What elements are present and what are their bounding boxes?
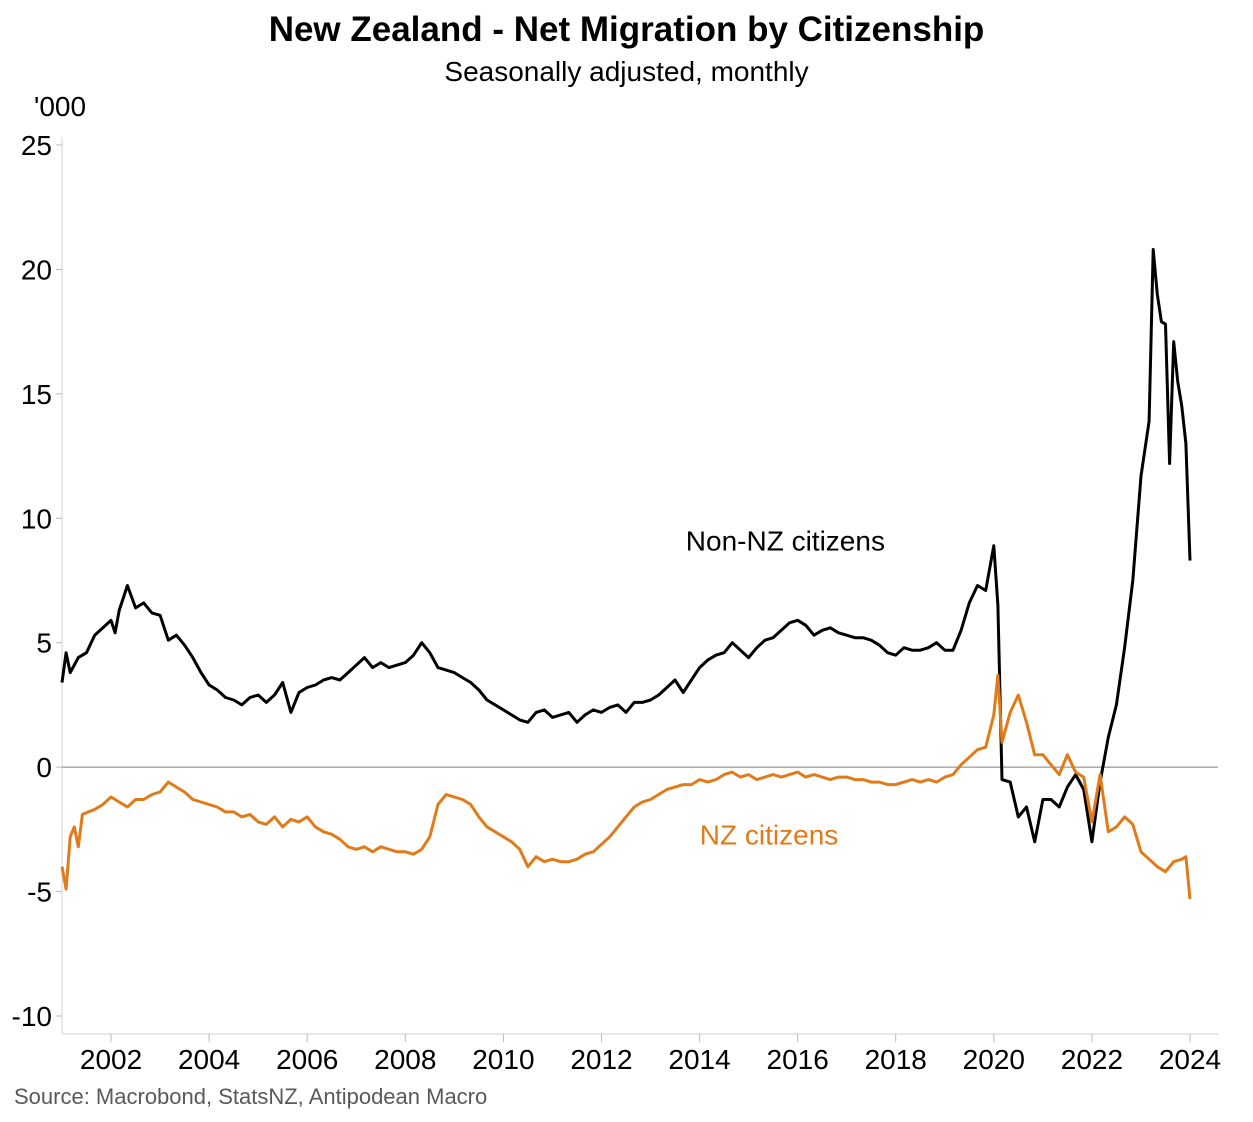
x-tick-label: 2018 [865, 1044, 927, 1075]
y-tick-label: 20 [21, 254, 52, 285]
chart-title: New Zealand - Net Migration by Citizensh… [268, 10, 985, 49]
axes: 25 20 15 10 5 0 -5 -10 '000 2002 2004 2006 2008 2010 2… [12, 91, 1222, 1075]
x-tick-label: 2012 [570, 1044, 632, 1075]
series-label: Non-NZ citizens [686, 526, 885, 557]
x-tick-label: 2008 [374, 1044, 436, 1075]
source-note: Source: Macrobond, StatsNZ, Antipodean M… [14, 1084, 488, 1109]
y-tick-label: 15 [21, 379, 52, 410]
y-tick-label: 5 [36, 628, 52, 659]
x-tick-label: 2022 [1061, 1044, 1123, 1075]
x-tick-label: 2020 [963, 1044, 1025, 1075]
series-lines [60, 248, 1192, 900]
y-tick-label: -10 [12, 1001, 52, 1032]
x-tick-label: 2002 [80, 1044, 142, 1075]
series-label: NZ citizens [700, 819, 838, 850]
x-tick-label: 2004 [178, 1044, 240, 1075]
x-tick-label: 2016 [767, 1044, 829, 1075]
x-tick-label: 2014 [668, 1044, 730, 1075]
y-axis-unit-label: '000 [34, 91, 86, 122]
y-tick-label: -5 [27, 877, 52, 908]
y-tick-label: 25 [21, 130, 52, 161]
series-line-non-nz-citizens [60, 248, 1192, 844]
x-tick-label: 2024 [1159, 1044, 1221, 1075]
x-tick-label: 2010 [472, 1044, 534, 1075]
y-tick-label: 0 [36, 752, 52, 783]
chart-subtitle: Seasonally adjusted, monthly [444, 56, 809, 87]
series-line-nz-citizens [60, 673, 1192, 900]
series-labels: Non-NZ citizens NZ citizens [686, 526, 885, 851]
x-tick-label: 2006 [276, 1044, 338, 1075]
y-tick-label: 10 [21, 503, 52, 534]
